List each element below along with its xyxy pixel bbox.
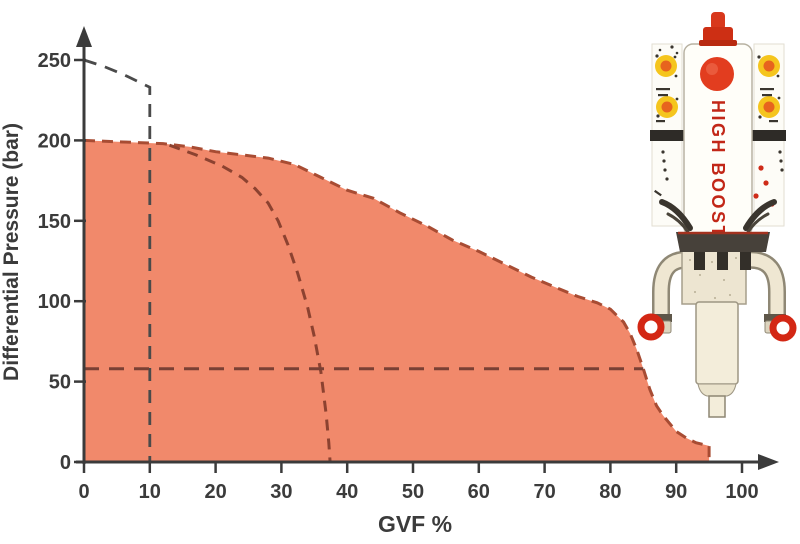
texture-dots xyxy=(689,257,737,299)
x-axis-ticks: 0 10 20 30 40 50 60 70 80 90 100 xyxy=(78,462,759,503)
x-tick-label: 0 xyxy=(78,481,89,503)
x-tick-label: 20 xyxy=(204,481,226,503)
pump-mount-bar-left xyxy=(650,130,692,141)
comparison-pump-curve xyxy=(168,143,332,463)
x-tick-label: 90 xyxy=(665,481,687,503)
y-axis-ticks: 0 50 100 150 200 250 xyxy=(38,50,86,474)
pump-top-cap xyxy=(703,27,733,43)
pump-logo-circle xyxy=(700,57,734,91)
collar-tooth xyxy=(740,252,751,270)
plot-series xyxy=(83,58,711,463)
x-tick-label: 70 xyxy=(533,481,555,503)
x-axis-title: GVF % xyxy=(378,511,452,537)
sunflower-icon xyxy=(758,96,781,119)
pump-outlet-pipe-right xyxy=(745,253,784,316)
x-tick-label: 60 xyxy=(468,481,490,503)
pump-logo-highlight xyxy=(706,63,718,75)
x-tick-label: 80 xyxy=(599,481,621,503)
pump-bottom-pipe xyxy=(708,395,726,418)
x-tick-label: 40 xyxy=(336,481,358,503)
y-tick-label: 50 xyxy=(49,372,71,394)
pump-illustration: HIGH BOOST xyxy=(637,12,797,418)
pump-vessel-base xyxy=(697,383,737,397)
pipe-flange-ring-right xyxy=(769,314,797,342)
x-tick-label: 10 xyxy=(139,481,161,503)
pump-funnel-line-right xyxy=(743,199,777,231)
pump-funnel-line-left xyxy=(659,199,693,231)
x-tick-label: 100 xyxy=(725,481,758,503)
y-tick-label: 100 xyxy=(38,291,71,313)
x-axis-arrow-icon xyxy=(758,454,779,470)
pump-label: HIGH BOOST xyxy=(708,100,728,239)
collar-tooth xyxy=(694,252,705,270)
high-boost-operating-envelope-region xyxy=(84,140,710,462)
sunflower-icon xyxy=(656,96,679,118)
pump-funnel-thin-right xyxy=(746,212,770,234)
x-tick-label: 50 xyxy=(402,481,424,503)
y-tick-label: 0 xyxy=(60,452,71,474)
pump-top-cap-flange xyxy=(699,40,737,46)
y-axis-title: Differential Pressure (bar) xyxy=(0,123,23,381)
y-tick-label: 150 xyxy=(38,211,71,233)
pump-collar xyxy=(676,232,770,252)
collar-tooth xyxy=(717,252,728,270)
pump-mount-bar-right xyxy=(744,130,786,141)
pipe-flange-ring-left xyxy=(637,313,665,341)
y-tick-label: 250 xyxy=(38,50,71,72)
sunflower-icon xyxy=(655,54,678,78)
pump-lower-vessel xyxy=(695,301,739,385)
pump-mid-section xyxy=(681,247,747,305)
x-tick-label: 30 xyxy=(270,481,292,503)
pump-top-cap-knob xyxy=(711,12,725,30)
high-boost-operating-envelope-boundary xyxy=(83,138,711,462)
y-tick-label: 200 xyxy=(38,130,71,152)
sunflower-icon xyxy=(757,55,780,78)
y-axis-arrow-icon xyxy=(76,26,92,47)
pump-funnel-thin-left xyxy=(666,212,690,234)
